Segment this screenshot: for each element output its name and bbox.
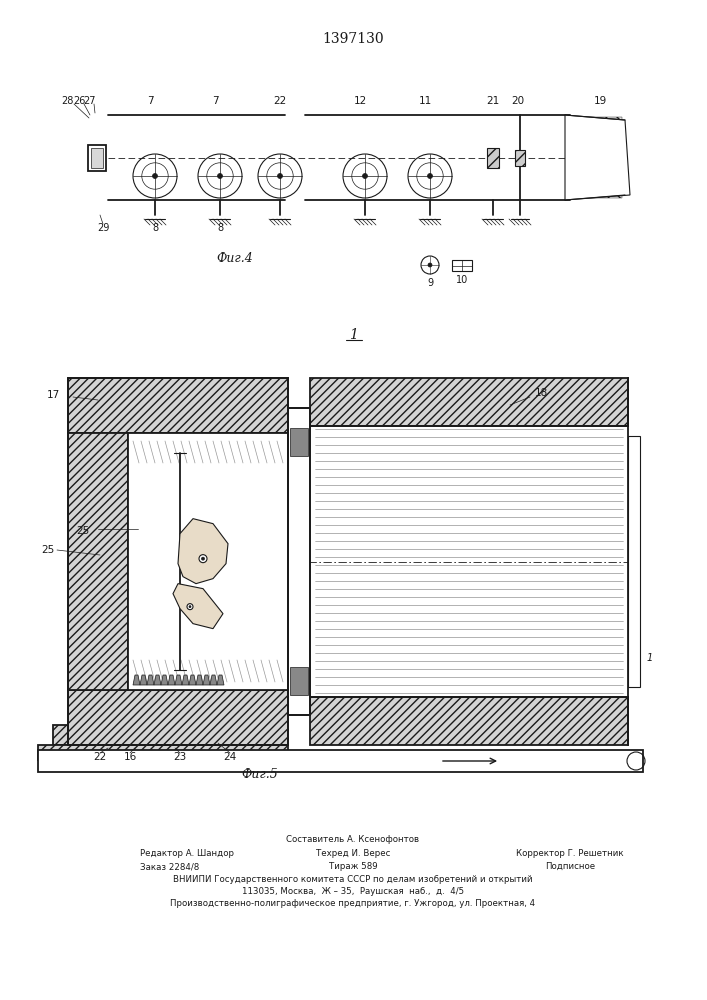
Circle shape xyxy=(278,174,283,178)
Circle shape xyxy=(187,604,193,610)
Text: 1: 1 xyxy=(349,328,358,342)
Polygon shape xyxy=(203,675,210,685)
Text: 10: 10 xyxy=(456,275,468,285)
Text: 22: 22 xyxy=(93,752,107,762)
Bar xyxy=(38,750,643,772)
Polygon shape xyxy=(178,519,228,584)
Bar xyxy=(68,690,288,745)
Polygon shape xyxy=(217,675,224,685)
Text: 18: 18 xyxy=(535,388,548,398)
Text: Редактор А. Шандор: Редактор А. Шандор xyxy=(140,849,234,858)
Text: 16: 16 xyxy=(124,752,136,762)
Bar xyxy=(628,436,640,687)
Text: 22: 22 xyxy=(274,96,286,106)
Text: 27: 27 xyxy=(83,96,96,106)
Text: 7: 7 xyxy=(146,96,153,106)
Text: 12: 12 xyxy=(354,96,367,106)
Polygon shape xyxy=(173,584,223,629)
Polygon shape xyxy=(147,675,154,685)
Text: Корректор Г. Решетник: Корректор Г. Решетник xyxy=(516,849,624,858)
Text: Фиг.5: Фиг.5 xyxy=(242,768,279,782)
Bar xyxy=(290,667,308,695)
Text: 17: 17 xyxy=(47,390,60,400)
Polygon shape xyxy=(182,675,189,685)
Circle shape xyxy=(189,606,191,608)
Polygon shape xyxy=(140,675,147,685)
Polygon shape xyxy=(189,675,196,685)
Text: Заказ 2284/8: Заказ 2284/8 xyxy=(140,862,199,871)
Text: 1: 1 xyxy=(647,653,653,663)
Bar xyxy=(88,145,106,171)
Text: 113035, Москва,  Ж – 35,  Раушская  наб.,  д.  4/5: 113035, Москва, Ж – 35, Раушская наб., д… xyxy=(242,887,464,896)
Polygon shape xyxy=(161,675,168,685)
Text: Составитель А. Ксенофонтов: Составитель А. Ксенофонтов xyxy=(286,835,419,844)
Text: Тираж 589: Тираж 589 xyxy=(329,862,378,871)
Text: Подписное: Подписное xyxy=(545,862,595,871)
Text: Техред И. Верес: Техред И. Верес xyxy=(316,849,390,858)
Text: 29: 29 xyxy=(97,223,109,233)
Text: ВНИИПИ Государственного комитета СССР по делам изобретений и открытий: ВНИИПИ Государственного комитета СССР по… xyxy=(173,875,533,884)
Text: 8: 8 xyxy=(217,223,223,233)
Bar xyxy=(38,745,288,760)
Text: 20: 20 xyxy=(511,96,525,106)
Bar xyxy=(515,150,525,166)
Text: 8: 8 xyxy=(152,223,158,233)
Bar xyxy=(310,378,628,426)
Text: 28: 28 xyxy=(61,96,74,106)
Text: 24: 24 xyxy=(223,752,237,762)
Text: 11: 11 xyxy=(419,96,432,106)
Circle shape xyxy=(428,263,432,267)
Text: Производственно-полиграфическое предприятие, г. Ужгород, ул. Проектная, 4: Производственно-полиграфическое предприя… xyxy=(170,899,536,908)
Circle shape xyxy=(153,174,158,178)
Bar xyxy=(487,148,499,168)
Text: 25: 25 xyxy=(42,545,54,555)
Circle shape xyxy=(428,174,433,178)
Text: 25: 25 xyxy=(76,526,90,536)
Bar xyxy=(53,725,68,745)
Text: 19: 19 xyxy=(593,96,607,106)
Polygon shape xyxy=(210,675,217,685)
Circle shape xyxy=(199,555,207,563)
Bar xyxy=(68,433,128,690)
Polygon shape xyxy=(565,115,630,200)
Polygon shape xyxy=(154,675,161,685)
Bar xyxy=(570,117,622,198)
Text: 21: 21 xyxy=(486,96,500,106)
Text: 23: 23 xyxy=(173,752,187,762)
Bar xyxy=(288,408,310,715)
Text: 9: 9 xyxy=(427,278,433,288)
Circle shape xyxy=(363,174,368,178)
Bar xyxy=(91,148,103,168)
Bar xyxy=(452,260,472,271)
Polygon shape xyxy=(175,675,182,685)
Polygon shape xyxy=(133,675,140,685)
Polygon shape xyxy=(168,675,175,685)
Circle shape xyxy=(201,557,204,560)
Bar xyxy=(290,428,308,456)
Bar xyxy=(68,378,288,433)
Bar xyxy=(310,697,628,745)
Bar xyxy=(128,433,288,690)
Text: 7: 7 xyxy=(211,96,218,106)
Polygon shape xyxy=(196,675,203,685)
Text: Фиг.4: Фиг.4 xyxy=(216,251,253,264)
Text: 26: 26 xyxy=(73,96,85,106)
Circle shape xyxy=(218,174,223,178)
Text: 1397130: 1397130 xyxy=(322,32,384,46)
